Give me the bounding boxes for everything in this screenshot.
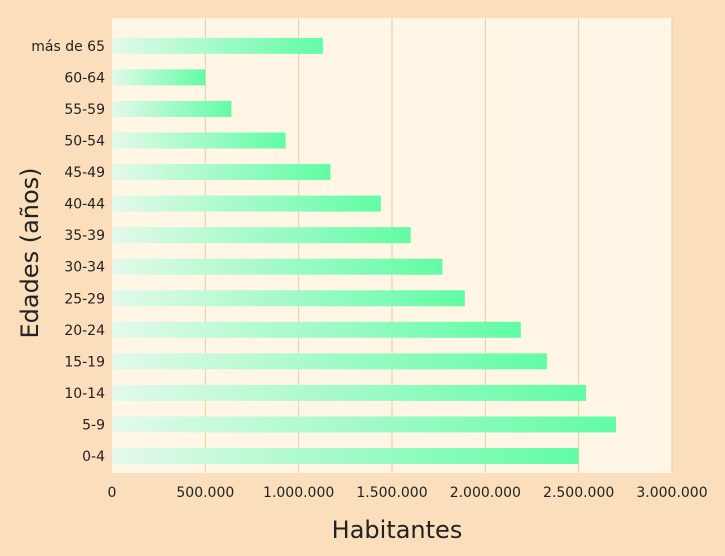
y-tick-label: 15-19 (64, 354, 105, 370)
bar (112, 384, 587, 401)
bar (112, 258, 443, 275)
y-tick-label: 20-24 (64, 323, 105, 339)
bar (112, 227, 411, 244)
bar (112, 353, 547, 370)
x-axis-title: Habitantes (332, 516, 463, 544)
x-tick-label: 2.500.000 (543, 485, 614, 501)
bar (112, 321, 521, 338)
bar (112, 290, 465, 307)
y-tick-label: 0-4 (82, 449, 105, 465)
y-tick-labels: 0-4 5-9 10-14 15-19 20-24 25-29 30-34 35-39 40-4… (31, 39, 105, 465)
y-tick-label: 30-34 (64, 260, 105, 276)
y-tick-label: 45-49 (64, 165, 105, 181)
y-tick-label: 50-54 (64, 134, 105, 150)
y-tick-label: 55-59 (64, 102, 105, 118)
bar (112, 195, 381, 212)
bar (112, 100, 232, 117)
y-tick-label: 35-39 (64, 228, 105, 244)
y-tick-label: 5-9 (82, 417, 105, 433)
y-tick-label: más de 65 (31, 39, 105, 55)
x-tick-label: 1.000.000 (263, 485, 334, 501)
y-tick-label: 60-64 (64, 70, 105, 86)
bar (112, 69, 206, 86)
x-tick-label: 2.000.000 (450, 485, 521, 501)
bar (112, 132, 286, 149)
x-tick-label: 500.000 (176, 485, 234, 501)
bar (112, 37, 323, 54)
x-tick-label: 0 (108, 485, 117, 501)
y-axis-title: Edades (años) (16, 167, 44, 338)
bar (112, 416, 616, 433)
grid-lines (204, 18, 673, 473)
y-tick-label: 10-14 (64, 386, 105, 402)
bars (112, 37, 616, 464)
y-tick-label: 25-29 (64, 291, 105, 307)
x-tick-label: 1.500.000 (356, 485, 427, 501)
x-tick-labels: 0 500.000 1.000.000 1.500.000 2.000.000 2.500… (108, 485, 708, 501)
bar (112, 448, 579, 464)
bar (112, 164, 331, 181)
x-tick-label: 3.000.000 (636, 485, 707, 501)
y-tick-label: 40-44 (64, 197, 105, 213)
